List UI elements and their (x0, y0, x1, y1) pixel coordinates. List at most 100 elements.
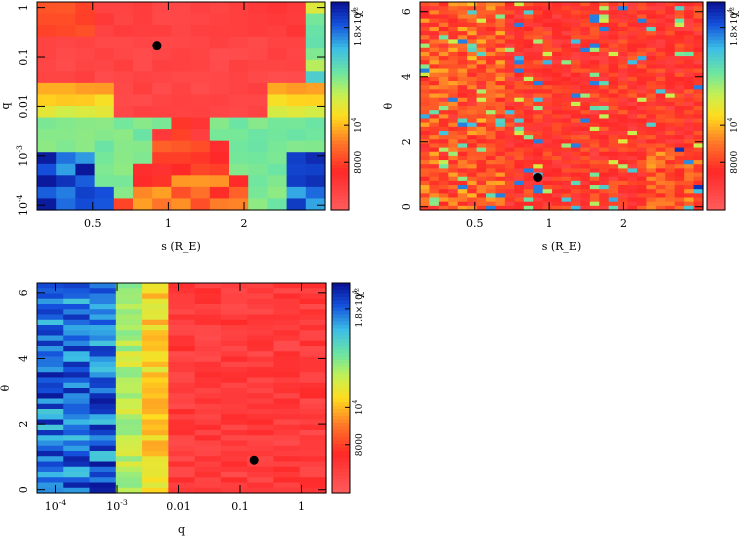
heatmap-cell (142, 466, 169, 473)
heatmap-cell (476, 168, 487, 174)
colorbar-swatch (707, 99, 725, 104)
heatmap-cell (133, 2, 153, 15)
heatmap-cell (476, 114, 487, 120)
heatmap-cell (674, 205, 685, 211)
heatmap-cell (608, 205, 619, 211)
heatmap-cell (273, 451, 301, 457)
heatmap-cell (194, 451, 222, 457)
heatmap-cell (561, 89, 572, 95)
heatmap-cell (655, 22, 666, 28)
heatmap-cell (589, 43, 600, 49)
heatmap-cell (142, 382, 169, 389)
heatmap-cell (693, 47, 704, 53)
heatmap-cell (627, 122, 638, 128)
heatmap-cell (220, 335, 248, 342)
heatmap-cell (486, 2, 497, 7)
heatmap-cell (608, 6, 619, 11)
heatmap-cell (429, 189, 440, 194)
heatmap-cell (171, 106, 192, 119)
heatmap-cell (486, 172, 497, 178)
heatmap-cell (171, 2, 192, 15)
heatmap-cell (570, 97, 581, 103)
heatmap-cell (665, 135, 676, 140)
heatmap-cell (693, 147, 704, 153)
colorbar-swatch (332, 482, 350, 487)
heatmap-cell (580, 72, 591, 78)
heatmap-cell (655, 39, 666, 45)
heatmap-cell (168, 466, 196, 473)
heatmap-cell (495, 197, 506, 203)
heatmap-cell (209, 163, 230, 176)
y-tick-label: 0 (400, 203, 413, 210)
heatmap-cell (684, 176, 695, 182)
heatmap-cell (552, 172, 563, 178)
heatmap-cell (495, 51, 506, 57)
heatmap-cell (37, 106, 57, 119)
heatmap-cell (37, 48, 57, 61)
heatmap-cell (305, 106, 326, 119)
heatmap-cell (229, 163, 249, 176)
heatmap-cell (580, 114, 591, 120)
heatmap-cell (552, 35, 563, 41)
heatmap-cell (476, 97, 487, 103)
colorbar-swatch (707, 64, 725, 69)
heatmap-cell (486, 110, 497, 115)
heatmap-cell (94, 25, 115, 38)
heatmap-cell (115, 419, 143, 426)
heatmap-cell (247, 288, 275, 295)
x-tick-label: 0.5 (466, 217, 484, 230)
heatmap-cell (429, 89, 440, 95)
heatmap-cell (552, 101, 563, 107)
heatmap-cell (89, 414, 117, 421)
heatmap-cell (486, 60, 497, 65)
heatmap-cell (693, 22, 704, 28)
colorbar-swatch (331, 102, 349, 107)
heatmap-cell (420, 172, 431, 178)
heatmap-cell (636, 135, 647, 140)
heatmap-cell (523, 43, 534, 49)
colorbar-swatch (331, 85, 349, 90)
heatmap-cell (299, 293, 327, 300)
heatmap-cell (63, 398, 91, 405)
heatmap-cell (599, 201, 610, 207)
heatmap-cell (457, 93, 468, 99)
heatmap-cell (495, 110, 506, 115)
heatmap-cell (267, 82, 288, 96)
heatmap-cell (674, 139, 685, 145)
heatmap-cell (627, 155, 638, 161)
colorbar-tick-label: 8000 (730, 151, 740, 174)
heatmap-cell (495, 93, 506, 99)
heatmap-cell (115, 398, 143, 405)
heatmap-cell (113, 163, 134, 176)
heatmap-cell (168, 445, 196, 452)
heatmap-cell (476, 135, 487, 140)
heatmap-cell (429, 197, 440, 203)
colorbar-swatch (332, 423, 350, 428)
heatmap-cell (523, 160, 534, 165)
heatmap-cell (627, 106, 638, 111)
heatmap-cell (674, 164, 685, 169)
colorbar-swatch (331, 2, 349, 7)
heatmap-cell (523, 26, 534, 32)
heatmap-cell (618, 139, 629, 145)
heatmap-cell (495, 85, 506, 90)
heatmap-cell (429, 139, 440, 145)
heatmap-cell (533, 193, 544, 199)
heatmap-cell (467, 51, 478, 57)
heatmap-cell (89, 367, 117, 373)
heatmap-cell (665, 160, 676, 165)
colorbar-swatch (332, 332, 350, 337)
heatmap-cell (486, 81, 497, 86)
heatmap-cell (486, 76, 497, 82)
heatmap-cell (674, 118, 685, 124)
heatmap-cell (523, 47, 534, 53)
heatmap-cell (194, 335, 222, 342)
heatmap-cell (599, 76, 610, 82)
heatmap-cell (674, 122, 685, 128)
heatmap-cell (636, 81, 647, 86)
heatmap-cell (56, 36, 76, 49)
heatmap-cell (420, 47, 431, 53)
heatmap-cell (636, 193, 647, 199)
heatmap-cell (448, 81, 459, 86)
